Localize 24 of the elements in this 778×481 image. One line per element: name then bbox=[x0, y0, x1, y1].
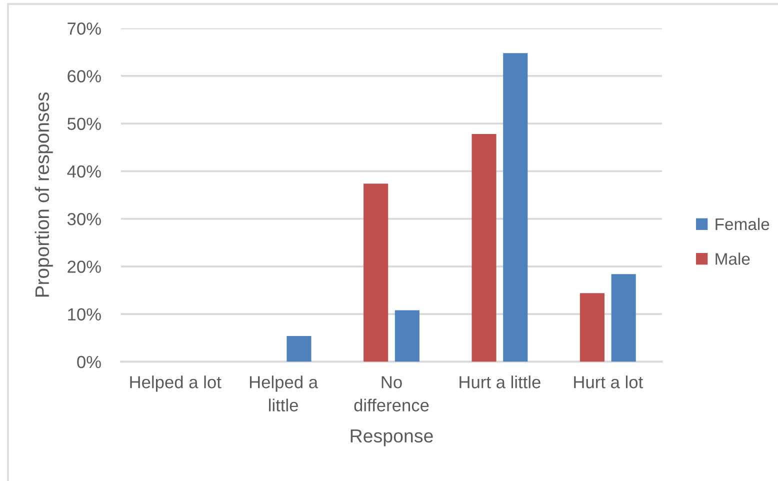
x-tick-label: Hurt a lot bbox=[574, 376, 643, 388]
bar bbox=[611, 274, 636, 362]
bar bbox=[503, 53, 528, 362]
y-tick-label: 70% bbox=[68, 22, 101, 35]
bar bbox=[286, 336, 312, 362]
bar bbox=[472, 134, 496, 362]
x-axis-title: Response bbox=[350, 429, 433, 446]
y-tick-label: 10% bbox=[68, 308, 101, 321]
y-tick-label: 0% bbox=[77, 356, 101, 368]
y-tick-label: 40% bbox=[67, 165, 101, 178]
y-tick-label: 60% bbox=[68, 70, 101, 82]
y-tick-label: 30% bbox=[67, 212, 101, 226]
bar bbox=[364, 184, 388, 362]
x-tick-label: Helped a lot bbox=[130, 376, 222, 392]
x-tick-label: No difference bbox=[354, 376, 429, 412]
legend-label: Female bbox=[716, 218, 770, 230]
x-tick-label: Helped a little bbox=[250, 376, 318, 412]
y-axis-title: Proportion of responses bbox=[34, 92, 53, 297]
y-tick-label: 50% bbox=[68, 118, 101, 130]
legend-label: Male bbox=[716, 252, 750, 265]
x-tick-label: Hurt a little bbox=[460, 376, 540, 388]
bar bbox=[394, 310, 420, 362]
y-tick-label: 20% bbox=[68, 260, 101, 273]
bar bbox=[580, 293, 604, 362]
